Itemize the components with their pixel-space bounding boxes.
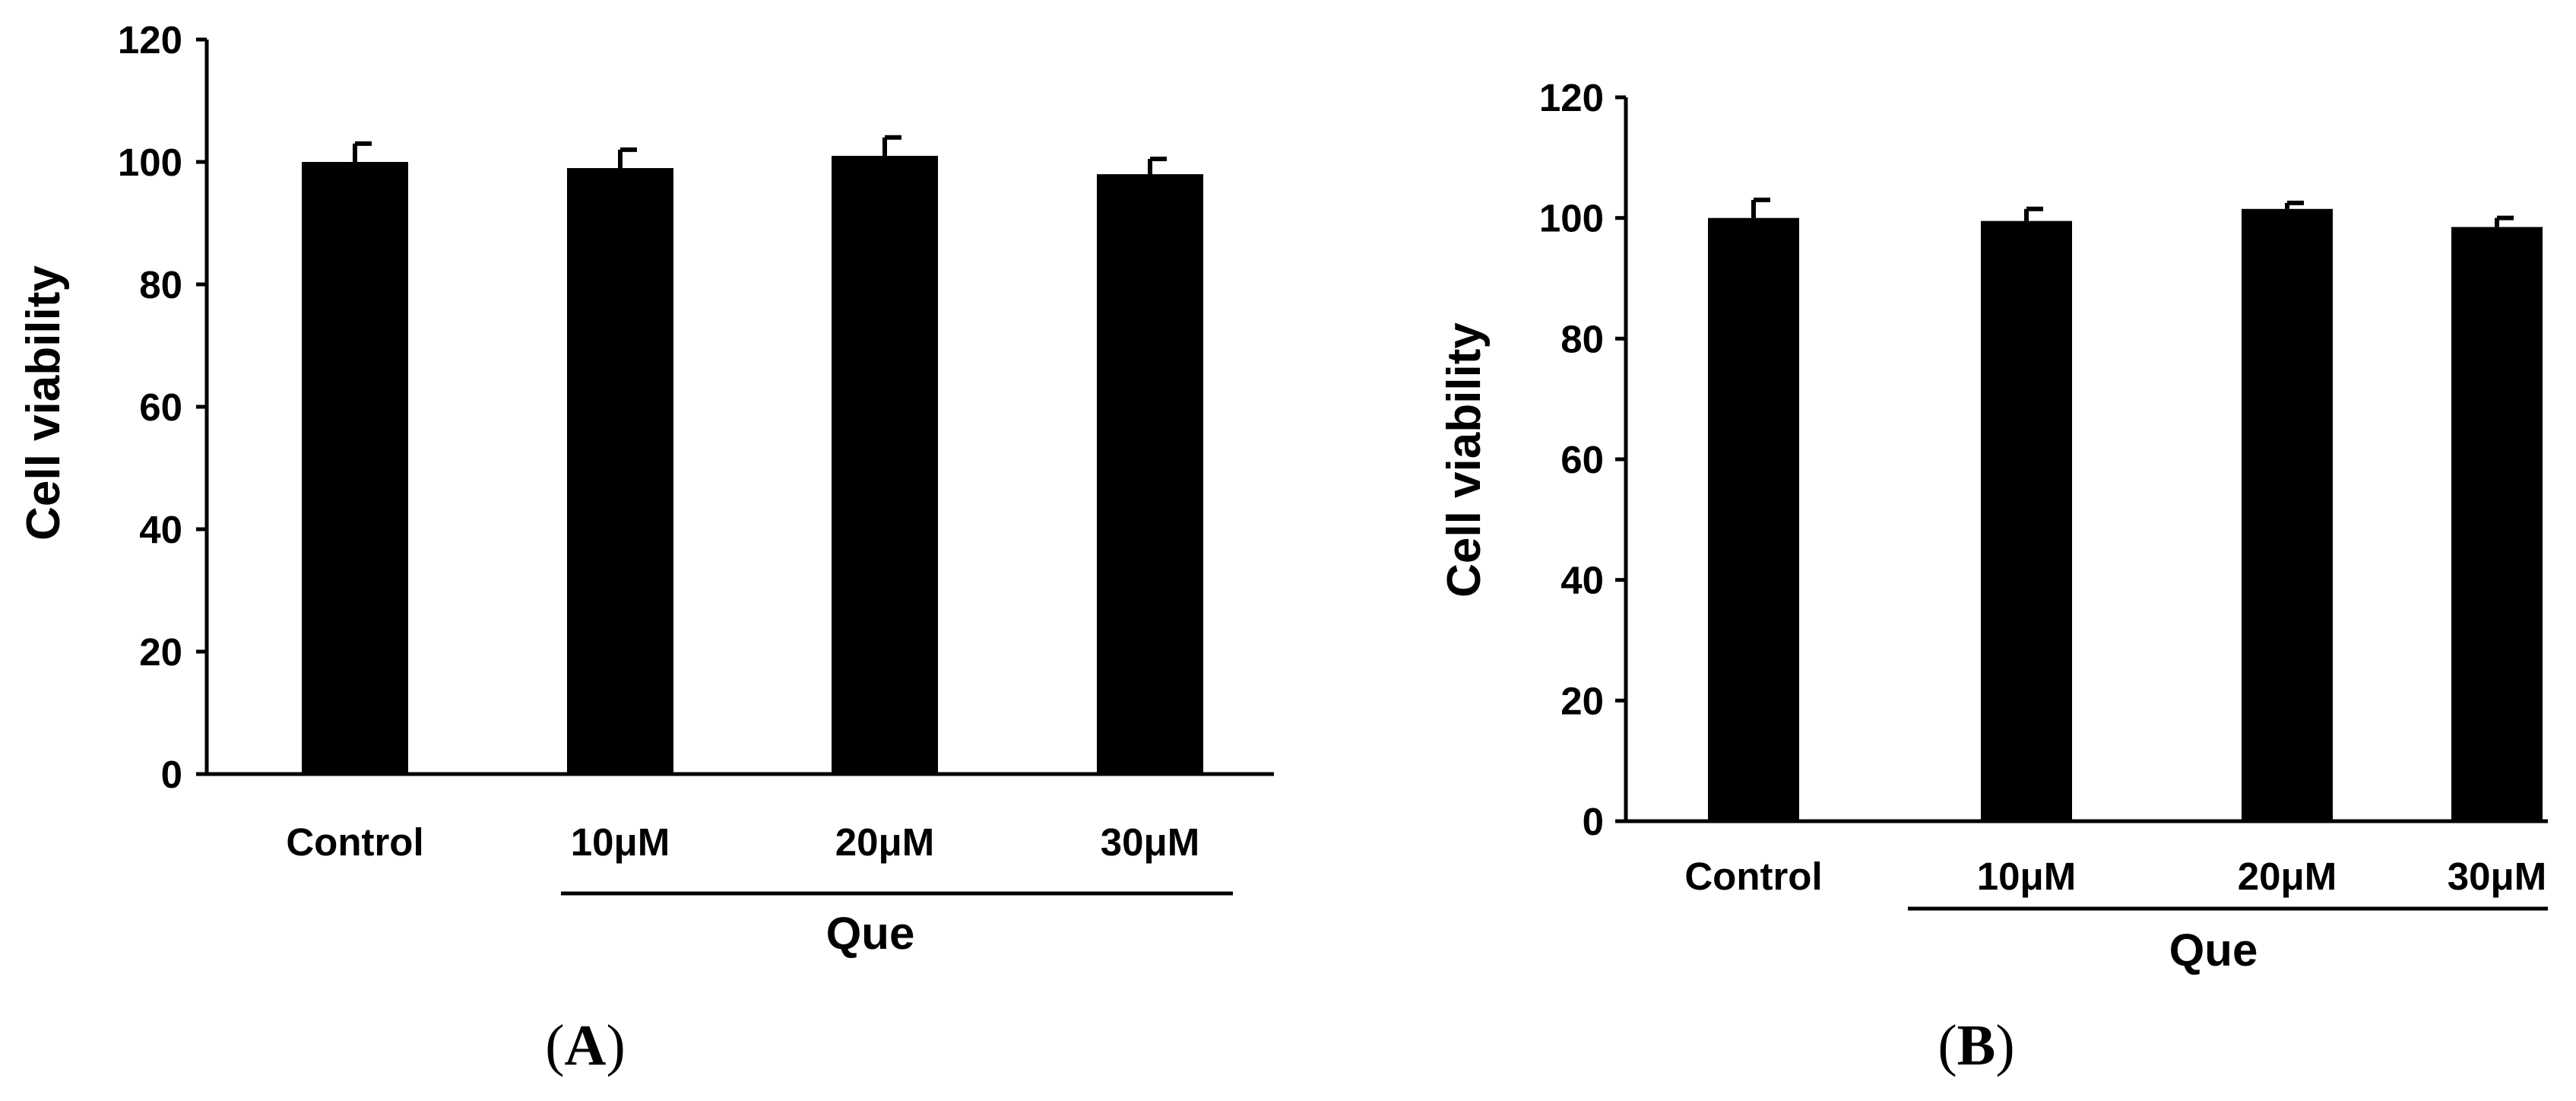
chart-panel-a: Cell viability 0 20 40 60 80 100 120 Control 10… xyxy=(17,18,1274,1077)
group-label: Que xyxy=(2169,925,2258,976)
y-tick-label: 80 xyxy=(139,263,182,306)
bar xyxy=(2242,208,2333,821)
bar xyxy=(2451,227,2543,822)
y-tick-label: 100 xyxy=(1539,197,1604,240)
x-tick-label: 20μM xyxy=(835,820,934,864)
y-tick-label: 40 xyxy=(1560,559,1604,602)
y-tick-label: 100 xyxy=(118,141,182,184)
bar xyxy=(1097,174,1203,775)
x-tick-label: 30μM xyxy=(2448,855,2546,898)
chart-panel-b: Cell viability 0 20 40 60 80 100 120 Control 10… xyxy=(1438,76,2548,1077)
group-label: Que xyxy=(826,908,915,959)
x-tick-label: 20μM xyxy=(2238,855,2337,898)
y-axis-label: Cell viability xyxy=(1438,322,1491,598)
panel-label-b: (B) xyxy=(1938,1014,2014,1077)
y-tick-label: 60 xyxy=(1560,438,1604,481)
y-tick-label: 80 xyxy=(1560,317,1604,360)
x-tick-label: Control xyxy=(1684,855,1822,898)
x-tick-label: 30μM xyxy=(1101,820,1199,864)
panel-letter: B xyxy=(1957,1014,1996,1077)
y-tick-label: 0 xyxy=(161,753,182,796)
y-tick-label: 0 xyxy=(1583,800,1604,843)
panel-label-a: (A) xyxy=(545,1014,626,1077)
y-axis-label: Cell viability xyxy=(17,265,70,541)
y-tick-label: 120 xyxy=(118,18,182,62)
x-tick-label: 10μM xyxy=(571,820,670,864)
bar xyxy=(302,162,408,774)
y-tick-label: 120 xyxy=(1539,76,1604,119)
panel-letter: A xyxy=(565,1014,607,1077)
bar xyxy=(1981,221,2072,822)
y-tick-label: 20 xyxy=(1560,679,1604,722)
bar xyxy=(1708,217,1799,822)
y-tick-label: 20 xyxy=(139,630,182,674)
bar xyxy=(567,168,673,775)
x-tick-label: 10μM xyxy=(1977,855,2076,898)
bar xyxy=(832,155,938,774)
y-tick-label: 60 xyxy=(139,386,182,429)
x-tick-label: Control xyxy=(286,820,423,864)
y-tick-label: 40 xyxy=(139,508,182,551)
